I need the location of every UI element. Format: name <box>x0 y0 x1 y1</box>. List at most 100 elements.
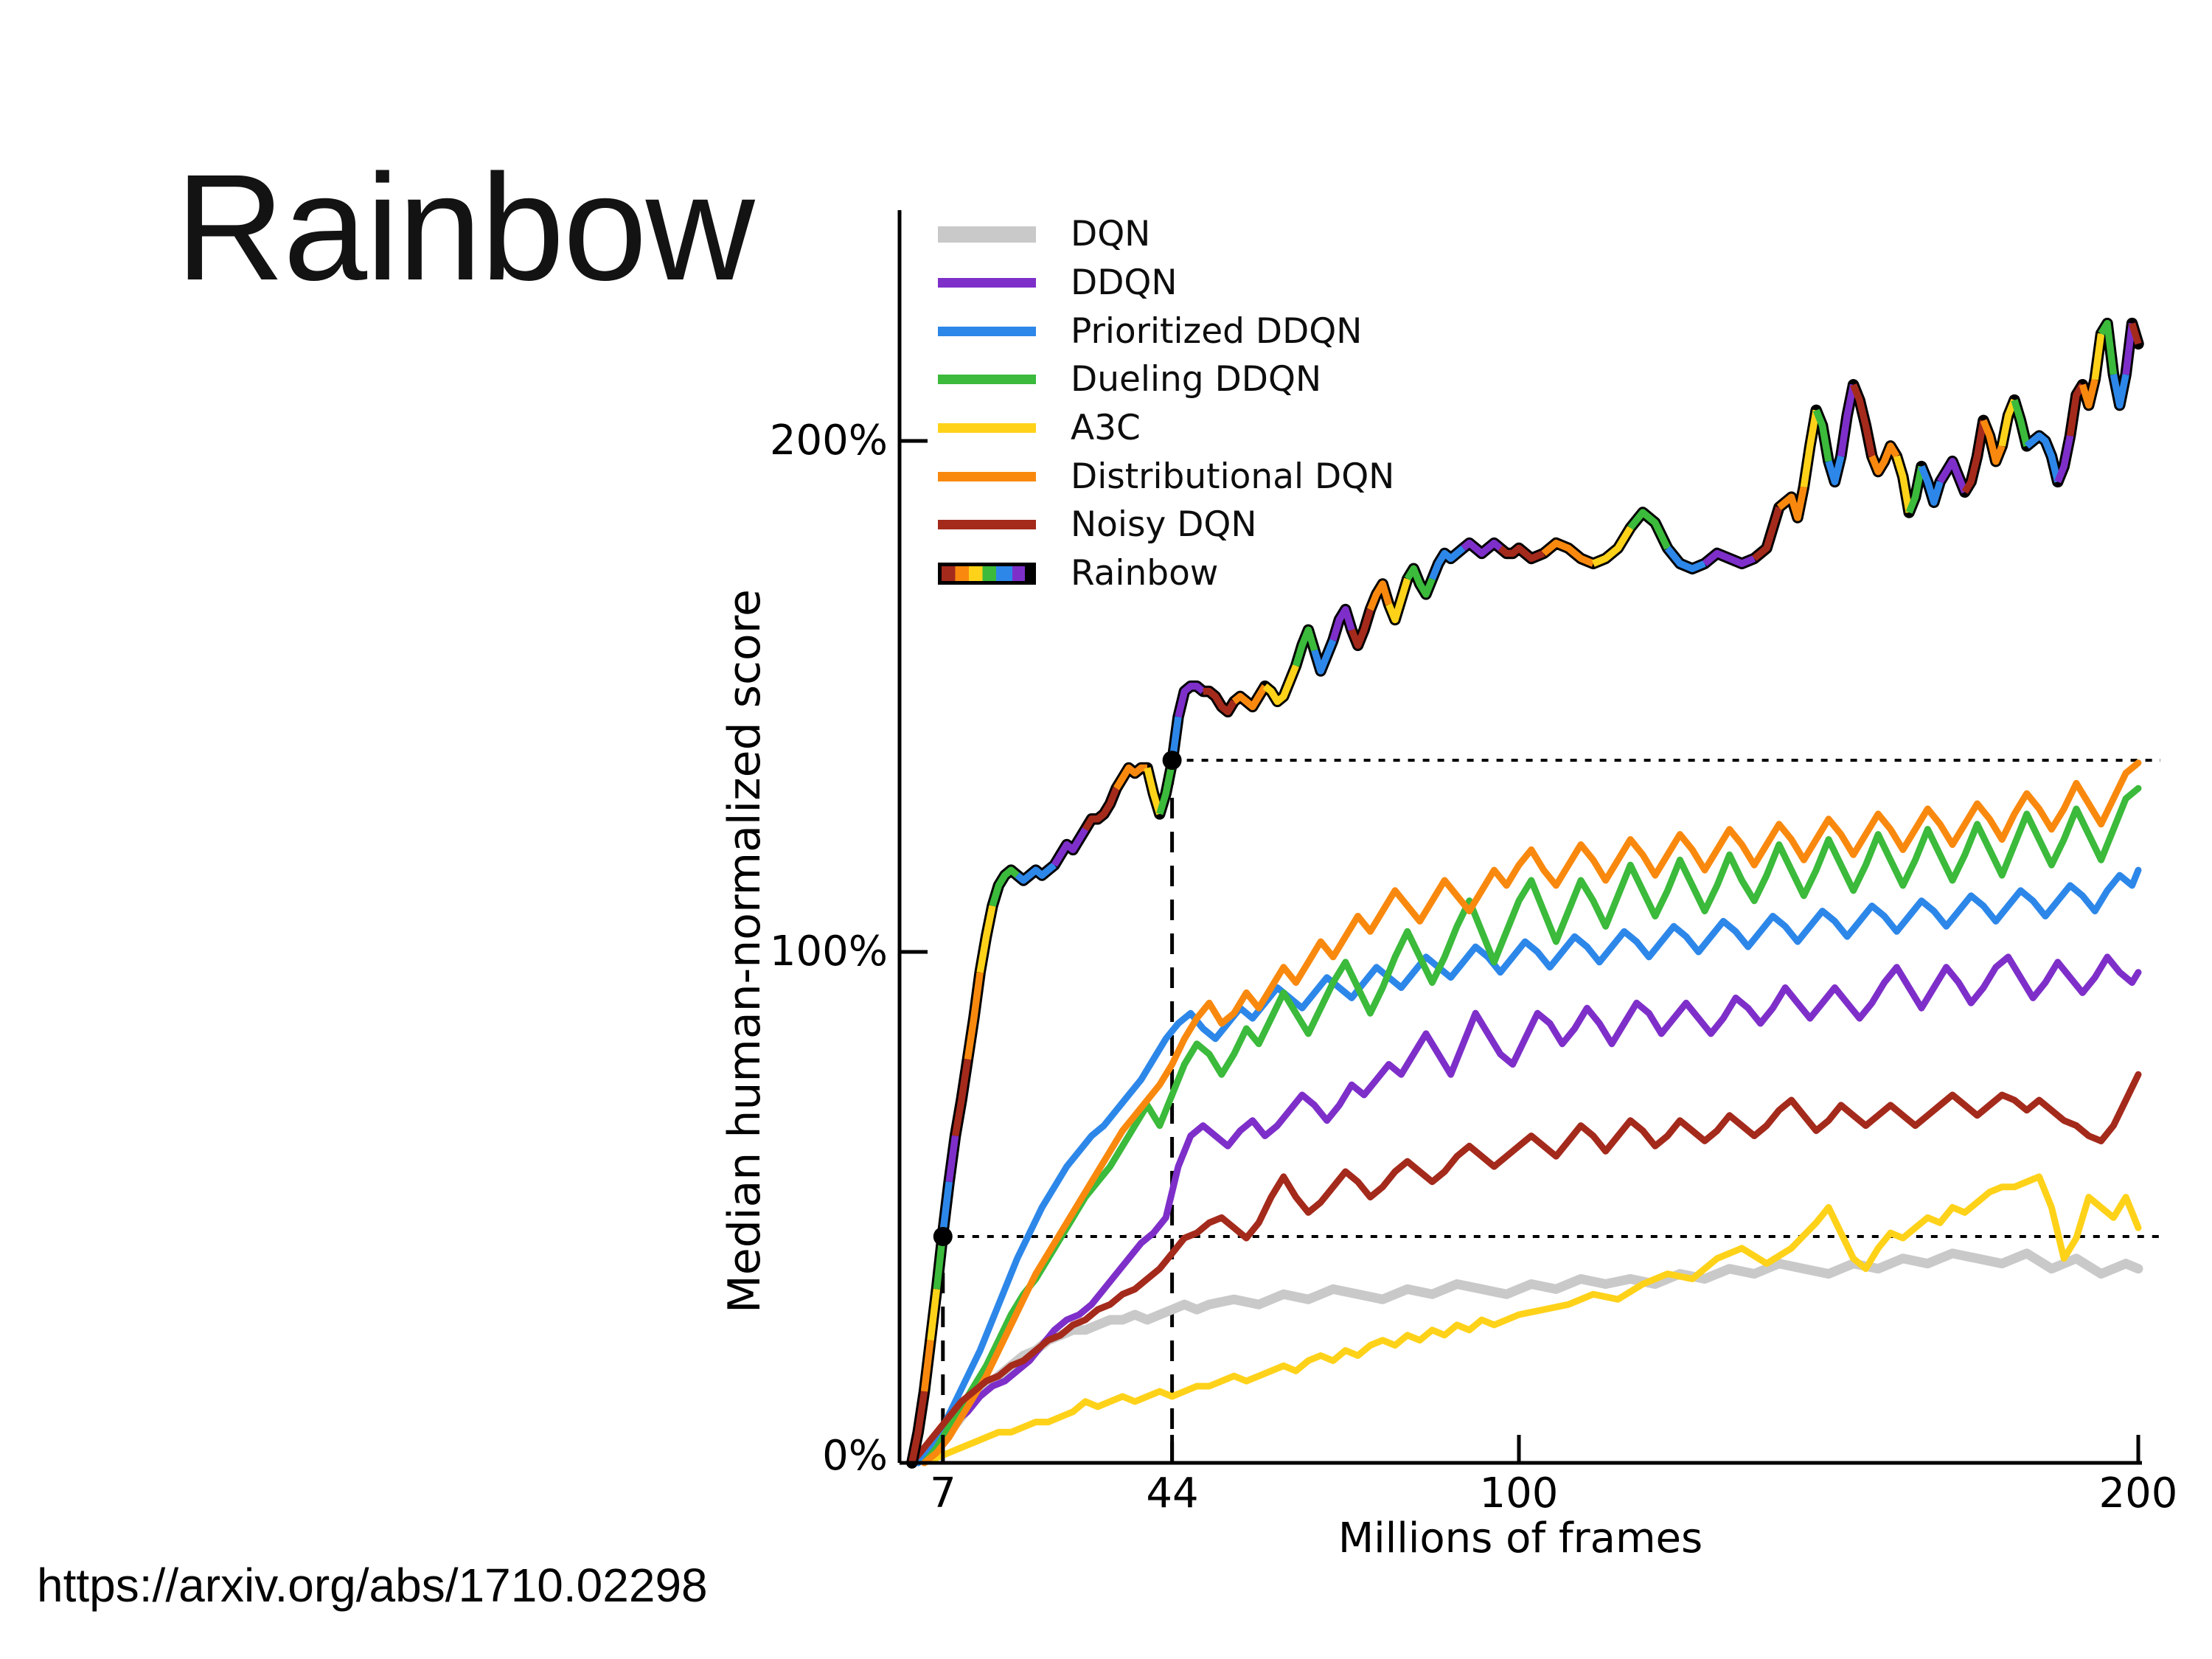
legend-label-a3c: A3C <box>1071 408 1141 449</box>
series-rainbow-segment <box>1868 442 1900 476</box>
series-rainbow-segment <box>2098 319 2118 375</box>
y-tick-label-0: 0% <box>822 1432 888 1480</box>
legend-swatch-distributional-dqn <box>938 471 1036 481</box>
legend-swatch-rainbow <box>938 562 1036 585</box>
series-rainbow-segment <box>989 866 1020 907</box>
series-rainbow-segment <box>1231 684 1268 711</box>
legend-item-prioritized-ddqn: Prioritized DDQN <box>938 307 1394 355</box>
legend-item-dqn: DQN <box>938 210 1394 259</box>
series-rainbow-segment <box>1702 549 1756 568</box>
series-a3c <box>921 1173 2142 1467</box>
legend-label-prioritized-ddqn: Prioritized DDQN <box>1071 310 1363 352</box>
series-rainbow-segment <box>2110 373 2129 409</box>
legend-swatch-dqn <box>938 226 1036 243</box>
series-prioritized-ddqn <box>914 866 2142 1467</box>
series-rainbow-segment <box>1348 608 1374 649</box>
series-rainbow-segment <box>1800 409 1820 488</box>
series-rainbow-segment <box>1404 565 1436 598</box>
series-rainbow-segment <box>939 1181 953 1234</box>
series-rainbow-segment <box>1591 526 1634 567</box>
series-dqn <box>907 1248 2143 1468</box>
series-rainbow-segment <box>1498 544 1545 563</box>
series-rainbow-segment <box>1627 509 1671 550</box>
series-rainbow-segment <box>1385 577 1411 624</box>
legend-item-noisy-dqn: Noisy DQN <box>938 501 1394 549</box>
series-rainbow-segment <box>1262 664 1300 706</box>
series-rainbow-segment <box>1850 383 1876 457</box>
series-rainbow-segment <box>2011 399 2031 448</box>
source-url-link[interactable]: https://arxiv.org/abs/1710.02298 <box>37 1559 708 1612</box>
legend-item-rainbow: Rainbow <box>938 549 1394 598</box>
annotation-dot-7M <box>933 1227 953 1247</box>
series-rainbow-segment <box>2079 378 2098 409</box>
annotation-dot-44M <box>1162 751 1182 771</box>
series-rainbow-segment <box>1175 682 1206 718</box>
series-rainbow-segment <box>1015 862 1057 884</box>
series-rainbow-segment <box>1961 420 1987 494</box>
y-tick-label-100: 100% <box>769 928 888 975</box>
series-rainbow-segment <box>1980 419 2006 465</box>
series-rainbow-segment <box>1461 539 1503 557</box>
x-tick-label-200: 200 <box>2098 1470 2178 1517</box>
legend-swatch-dueling-ddqn <box>938 375 1036 385</box>
x-axis-label: Millions of frames <box>1338 1514 1703 1562</box>
x-tick-label-100: 100 <box>1479 1470 1559 1517</box>
series-ddqn <box>914 953 2142 1467</box>
legend-swatch-ddqn <box>938 278 1036 288</box>
series-rainbow-segment <box>927 1288 941 1341</box>
series-rainbow-segment <box>1082 787 1120 832</box>
series-lines <box>906 317 2144 1469</box>
legend-item-distributional-dqn: Distributional DQN <box>938 452 1394 501</box>
legend-swatch-prioritized-ddqn <box>938 326 1036 336</box>
series-rainbow-segment <box>1051 827 1089 867</box>
axes <box>897 210 2142 1465</box>
legend-item-ddqn: DDQN <box>938 259 1394 307</box>
series-rainbow-segment <box>1541 539 1595 567</box>
series-rainbow-segment <box>1918 465 1944 506</box>
legend-label-ddqn: DDQN <box>1071 262 1178 304</box>
series-rainbow-segment <box>951 1058 972 1137</box>
series-rainbow-segment <box>2054 435 2074 484</box>
series-rainbow-segment <box>1203 687 1237 716</box>
series-rainbow-segment <box>976 905 996 973</box>
series-noisy-dqn <box>908 1071 2142 1467</box>
series-rainbow-segment <box>1293 626 1318 667</box>
chart-legend: DQN DDQN Prioritized DDQN Dueling DDQN A… <box>938 210 1394 598</box>
series-rainbow-segment <box>920 1340 934 1392</box>
legend-label-distributional-dqn: Distributional DQN <box>1071 456 1395 497</box>
legend-swatch-noisy-dqn <box>938 520 1036 530</box>
series-rainbow-segment <box>1837 383 1857 457</box>
series-distributional-dqn <box>921 759 2142 1467</box>
legend-label-dqn: DQN <box>1071 214 1151 255</box>
x-tick-label-44: 44 <box>1146 1470 1199 1517</box>
series-rainbow-segment <box>1428 545 1466 580</box>
legend-label-dueling-ddqn: Dueling DDQN <box>1071 359 1322 400</box>
legend-item-a3c: A3C <box>938 404 1394 453</box>
series-rainbow-segment <box>1144 767 1164 815</box>
series-rainbow-segment <box>1752 506 1783 562</box>
series-rainbow-segment <box>1893 455 1913 513</box>
series-rainbow-segment <box>1156 762 1176 815</box>
series-rainbow-segment <box>1329 605 1355 641</box>
series-rainbow-segment <box>2024 432 2062 483</box>
annotation-dots <box>933 751 1182 1247</box>
x-tick-label-7: 7 <box>930 1470 956 1517</box>
series-rainbow-segment <box>1366 580 1393 611</box>
y-tick-label-200: 200% <box>769 417 888 465</box>
series-rainbow-segment <box>908 1391 928 1464</box>
series-rainbow-segment <box>1812 408 1832 462</box>
series-rainbow-segment <box>1937 457 1969 494</box>
y-axis-label: Median human-normalized score <box>719 589 771 1313</box>
series-rainbow-segment <box>2091 333 2105 380</box>
legend-label-noisy-dqn: Noisy DQN <box>1071 504 1257 546</box>
series-rainbow-segment <box>1905 465 1925 514</box>
legend-item-dueling-ddqn: Dueling DDQN <box>938 355 1394 404</box>
legend-label-rainbow: Rainbow <box>1071 553 1219 594</box>
series-rainbow-segment <box>1776 486 1808 521</box>
series-rainbow-segment <box>945 1135 959 1183</box>
series-dueling-ddqn <box>921 785 2142 1467</box>
page-title: Rainbow <box>175 143 755 312</box>
series-rainbow-segment <box>964 972 984 1060</box>
